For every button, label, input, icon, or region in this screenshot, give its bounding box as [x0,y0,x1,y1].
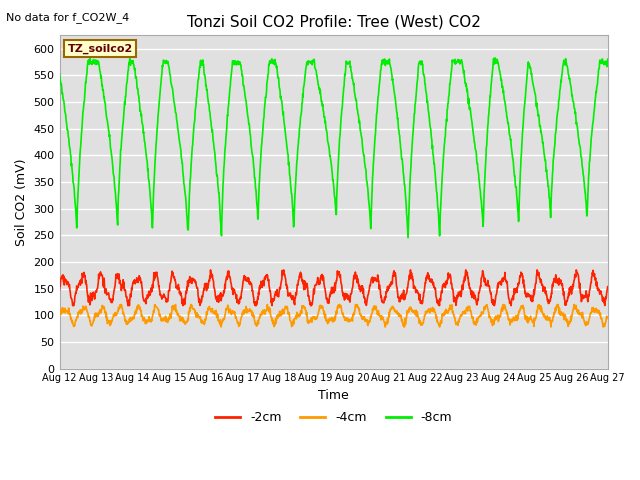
Text: TZ_soilco2: TZ_soilco2 [68,44,133,54]
Y-axis label: Soil CO2 (mV): Soil CO2 (mV) [15,158,28,246]
Legend: -2cm, -4cm, -8cm: -2cm, -4cm, -8cm [210,406,457,429]
X-axis label: Time: Time [318,389,349,402]
Title: Tonzi Soil CO2 Profile: Tree (West) CO2: Tonzi Soil CO2 Profile: Tree (West) CO2 [187,15,481,30]
Text: No data for f_CO2W_4: No data for f_CO2W_4 [6,12,130,23]
